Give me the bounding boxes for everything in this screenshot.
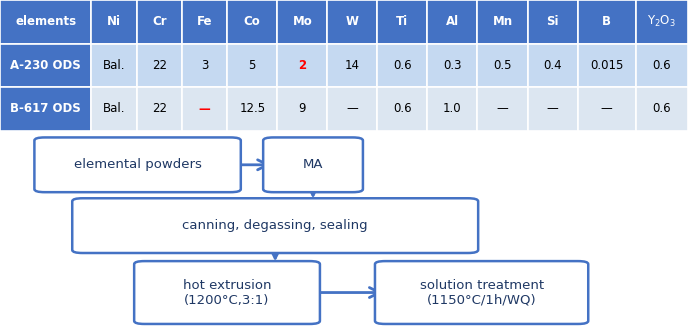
Bar [577, 43, 636, 87]
Bar [277, 87, 327, 131]
Bar [477, 43, 528, 87]
Text: B: B [602, 15, 611, 28]
Bar [182, 87, 227, 131]
Text: 12.5: 12.5 [239, 102, 266, 115]
Bar [377, 43, 427, 87]
Text: solution treatment
(1150°C/1h/WQ): solution treatment (1150°C/1h/WQ) [420, 279, 544, 306]
FancyBboxPatch shape [72, 198, 478, 253]
Text: 0.5: 0.5 [493, 59, 512, 72]
Text: 9: 9 [299, 102, 306, 115]
Text: elemental powders: elemental powders [74, 158, 202, 171]
Text: canning, degassing, sealing: canning, degassing, sealing [182, 219, 368, 232]
Bar [427, 0, 477, 43]
Text: Mn: Mn [493, 15, 513, 28]
Text: 3: 3 [201, 59, 208, 72]
Text: $\mathsf{Y_2O_3}$: $\mathsf{Y_2O_3}$ [647, 14, 676, 29]
Text: Al: Al [446, 15, 459, 28]
Text: —: — [347, 102, 358, 115]
Text: elements: elements [15, 15, 76, 28]
Bar [227, 87, 277, 131]
Bar [277, 43, 327, 87]
Text: 22: 22 [152, 102, 166, 115]
Text: 0.015: 0.015 [590, 59, 623, 72]
Bar [636, 43, 688, 87]
Text: hot extrusion
(1200°C,3:1): hot extrusion (1200°C,3:1) [183, 279, 271, 306]
Bar [227, 43, 277, 87]
Text: Mo: Mo [292, 15, 312, 28]
Bar [636, 0, 688, 43]
Bar [427, 87, 477, 131]
Bar [137, 0, 182, 43]
FancyBboxPatch shape [134, 261, 320, 324]
FancyBboxPatch shape [375, 261, 588, 324]
Text: 0.6: 0.6 [393, 102, 411, 115]
Text: Fe: Fe [197, 15, 213, 28]
Bar [327, 87, 377, 131]
Bar [92, 87, 137, 131]
Text: —: — [601, 102, 612, 115]
FancyBboxPatch shape [34, 137, 241, 192]
Bar [377, 0, 427, 43]
Bar [636, 87, 688, 131]
Text: 0.3: 0.3 [443, 59, 462, 72]
Bar [0, 43, 92, 87]
Text: 14: 14 [345, 59, 360, 72]
Text: —: — [199, 102, 211, 115]
Text: 22: 22 [152, 59, 166, 72]
Text: MA: MA [303, 158, 323, 171]
Text: 0.4: 0.4 [544, 59, 562, 72]
Bar [427, 43, 477, 87]
Text: 0.6: 0.6 [652, 59, 671, 72]
Bar [528, 43, 577, 87]
Text: W: W [346, 15, 359, 28]
Text: Ni: Ni [107, 15, 121, 28]
Bar [477, 87, 528, 131]
Text: Co: Co [244, 15, 261, 28]
Text: A-230 ODS: A-230 ODS [10, 59, 81, 72]
Bar [277, 0, 327, 43]
Bar [137, 87, 182, 131]
Bar [92, 0, 137, 43]
Text: —: — [497, 102, 508, 115]
Bar [0, 87, 92, 131]
Bar [577, 0, 636, 43]
Text: 1.0: 1.0 [443, 102, 462, 115]
Text: —: — [547, 102, 559, 115]
Bar [182, 0, 227, 43]
Text: 0.6: 0.6 [393, 59, 411, 72]
Text: B-617 ODS: B-617 ODS [10, 102, 81, 115]
Bar [577, 87, 636, 131]
Bar [327, 43, 377, 87]
Bar [92, 43, 137, 87]
Bar [182, 43, 227, 87]
Bar [0, 0, 92, 43]
Text: 0.6: 0.6 [652, 102, 671, 115]
Text: 5: 5 [248, 59, 256, 72]
Bar [227, 0, 277, 43]
Bar [528, 87, 577, 131]
Text: Bal.: Bal. [103, 59, 125, 72]
Text: Bal.: Bal. [103, 102, 125, 115]
Text: Cr: Cr [152, 15, 166, 28]
FancyBboxPatch shape [263, 137, 363, 192]
Text: Si: Si [546, 15, 559, 28]
Bar [477, 0, 528, 43]
Text: Ti: Ti [396, 15, 409, 28]
Bar [327, 0, 377, 43]
Bar [137, 43, 182, 87]
Text: 2: 2 [298, 59, 306, 72]
Bar [377, 87, 427, 131]
Bar [528, 0, 577, 43]
